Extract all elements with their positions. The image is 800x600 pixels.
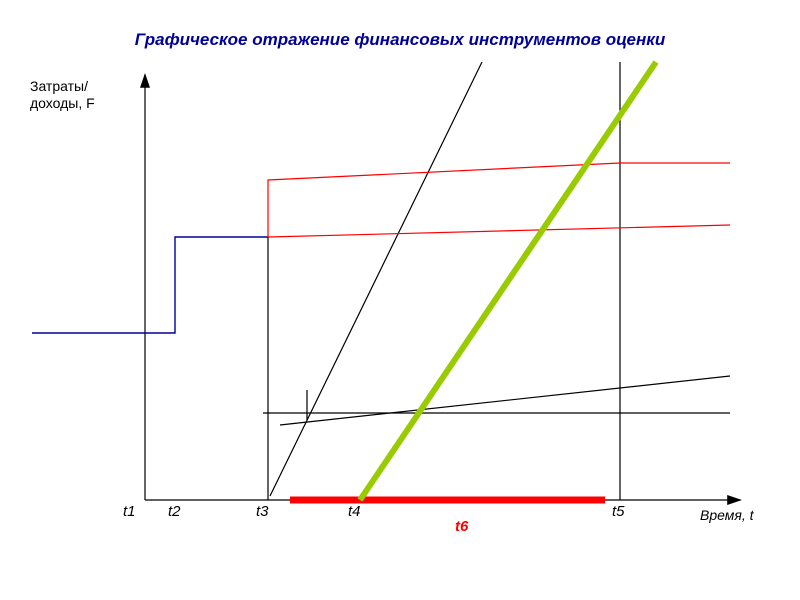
chart-svg: [0, 0, 800, 600]
